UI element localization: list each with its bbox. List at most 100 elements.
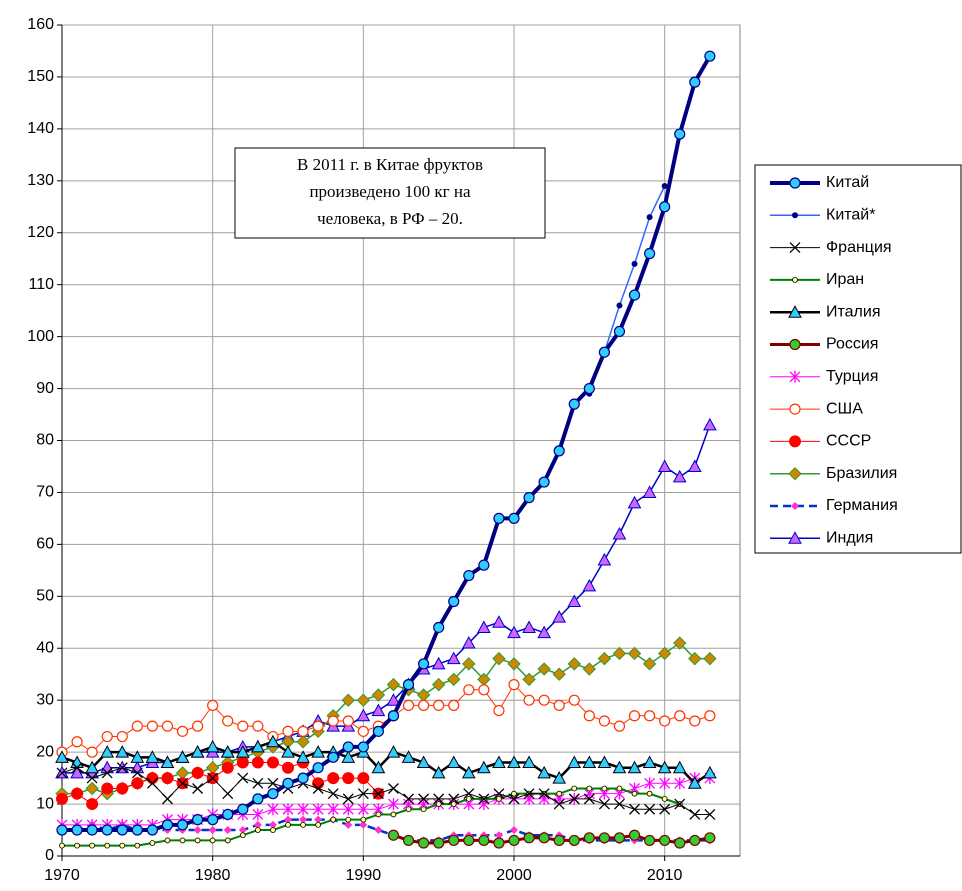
y-tick-label: 110 xyxy=(28,276,54,293)
marker xyxy=(342,715,354,727)
marker xyxy=(116,730,128,743)
marker xyxy=(629,803,640,815)
marker xyxy=(416,755,431,769)
marker xyxy=(327,788,339,800)
marker xyxy=(659,201,671,213)
marker xyxy=(493,704,505,717)
marker xyxy=(628,289,641,301)
marker xyxy=(131,767,143,779)
marker xyxy=(194,837,201,844)
y-tick-label: 120 xyxy=(27,224,54,241)
marker xyxy=(130,750,145,763)
marker xyxy=(282,777,294,789)
marker xyxy=(284,815,292,824)
legend-label: Бразилия xyxy=(826,465,897,482)
marker xyxy=(101,824,113,836)
marker xyxy=(371,703,386,717)
marker xyxy=(704,710,716,722)
marker xyxy=(239,832,246,839)
marker xyxy=(101,782,114,795)
marker xyxy=(789,370,801,383)
marker xyxy=(70,765,84,779)
marker xyxy=(56,824,68,836)
marker xyxy=(252,808,264,821)
marker xyxy=(55,750,69,763)
marker xyxy=(386,693,401,706)
legend-label: Китай* xyxy=(826,207,875,224)
marker xyxy=(344,820,353,829)
marker xyxy=(601,785,608,792)
marker xyxy=(583,710,595,722)
marker xyxy=(345,816,352,823)
marker xyxy=(508,834,520,847)
marker xyxy=(357,772,370,785)
marker xyxy=(311,745,325,758)
marker xyxy=(478,559,490,571)
marker xyxy=(418,658,430,670)
marker xyxy=(100,745,115,758)
marker xyxy=(418,837,430,849)
marker xyxy=(659,777,671,790)
marker xyxy=(285,821,291,828)
marker xyxy=(341,750,356,763)
marker xyxy=(674,710,686,722)
marker xyxy=(508,793,520,805)
marker xyxy=(582,755,597,769)
marker xyxy=(59,842,65,849)
y-tick-label: 30 xyxy=(36,691,54,708)
marker xyxy=(642,755,657,769)
marker xyxy=(357,788,369,800)
series-layer xyxy=(55,50,717,849)
marker xyxy=(281,745,295,758)
legend-label: СССР xyxy=(826,433,871,450)
marker xyxy=(673,636,687,650)
marker xyxy=(372,788,384,800)
marker xyxy=(522,755,536,769)
marker xyxy=(446,755,461,769)
y-tick-label: 20 xyxy=(36,743,54,760)
marker xyxy=(190,745,205,758)
marker xyxy=(689,834,701,847)
marker xyxy=(687,776,702,789)
marker xyxy=(237,720,249,732)
marker xyxy=(297,803,309,816)
marker xyxy=(631,260,638,267)
marker xyxy=(267,803,279,816)
y-tick-label: 140 xyxy=(27,120,54,137)
marker xyxy=(299,815,308,824)
marker xyxy=(402,679,415,691)
marker xyxy=(614,798,625,810)
marker xyxy=(644,777,656,790)
marker xyxy=(418,699,430,711)
marker xyxy=(356,708,371,722)
marker xyxy=(431,765,446,779)
marker xyxy=(788,466,802,481)
marker xyxy=(220,745,235,758)
marker xyxy=(657,646,672,661)
marker xyxy=(222,808,234,821)
x-tick-label: 1980 xyxy=(195,867,231,884)
marker xyxy=(387,710,400,722)
marker xyxy=(266,756,279,769)
marker xyxy=(791,502,799,510)
marker xyxy=(661,795,668,802)
marker xyxy=(192,814,204,826)
marker xyxy=(86,824,98,836)
marker xyxy=(583,832,595,844)
marker xyxy=(674,837,686,849)
marker xyxy=(342,741,354,753)
marker xyxy=(312,720,324,732)
marker xyxy=(85,760,99,774)
marker xyxy=(386,677,401,692)
marker xyxy=(478,834,490,847)
marker xyxy=(674,777,686,790)
marker xyxy=(224,837,231,844)
marker xyxy=(446,651,461,665)
marker xyxy=(101,767,113,779)
marker xyxy=(492,651,506,666)
marker xyxy=(119,842,126,849)
marker xyxy=(598,715,611,727)
marker xyxy=(375,811,382,818)
marker xyxy=(270,827,276,833)
